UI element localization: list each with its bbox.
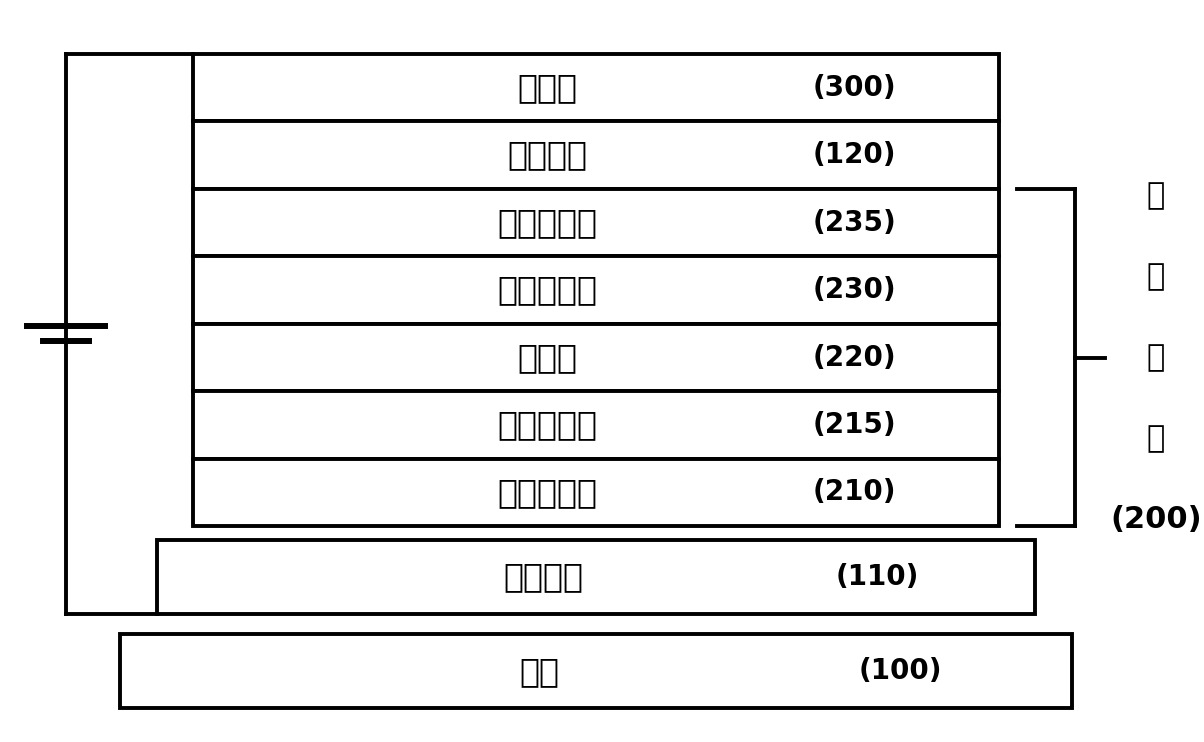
- Text: 机: 机: [1146, 262, 1165, 291]
- Text: (230): (230): [813, 276, 896, 304]
- Text: 电子传输层: 电子传输层: [497, 274, 597, 306]
- Text: 物: 物: [1146, 343, 1165, 372]
- Text: (215): (215): [813, 411, 896, 439]
- Text: 第二电极: 第二电极: [508, 139, 588, 171]
- Text: 覆盖层: 覆盖层: [518, 71, 578, 104]
- Bar: [157, 539, 1035, 614]
- Text: (300): (300): [813, 73, 896, 102]
- Text: 空穴传输层: 空穴传输层: [497, 408, 597, 441]
- Text: (120): (120): [813, 141, 896, 169]
- Bar: [193, 122, 999, 189]
- Text: (235): (235): [813, 209, 896, 237]
- Bar: [193, 54, 999, 122]
- Text: 层: 层: [1146, 424, 1165, 453]
- Text: 发光层: 发光层: [518, 341, 578, 374]
- Bar: [193, 189, 999, 256]
- Text: (220): (220): [813, 344, 896, 372]
- Bar: [193, 324, 999, 391]
- Text: 空穴注入层: 空穴注入层: [497, 476, 597, 509]
- Bar: [193, 391, 999, 459]
- Text: 电子注入层: 电子注入层: [497, 206, 597, 239]
- Text: (110): (110): [836, 562, 919, 591]
- Text: (210): (210): [813, 479, 896, 507]
- Text: 第一电极: 第一电极: [503, 560, 583, 594]
- Text: 有: 有: [1146, 181, 1165, 210]
- Text: 基板: 基板: [519, 654, 559, 688]
- Bar: [193, 459, 999, 526]
- Text: (100): (100): [858, 657, 942, 685]
- Bar: [120, 634, 1072, 709]
- Bar: [193, 256, 999, 324]
- Text: (200): (200): [1110, 505, 1202, 534]
